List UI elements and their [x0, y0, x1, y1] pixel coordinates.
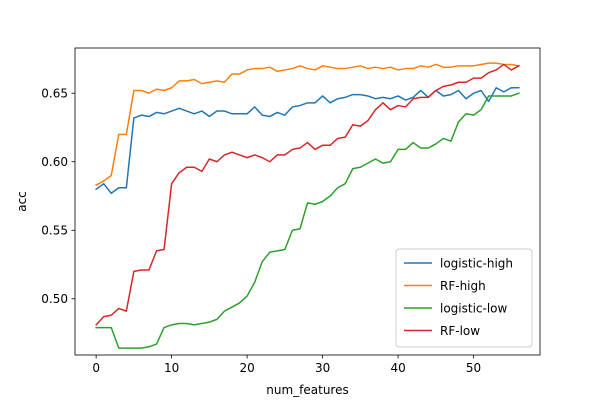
x-tick-label: 10 [164, 361, 179, 375]
series-line-logistic-low [95, 92, 520, 349]
y-axis-label: acc [15, 191, 29, 212]
x-tick-label: 30 [315, 361, 330, 375]
x-tick-label: 20 [239, 361, 254, 375]
y-tick-label: 0.60 [41, 155, 68, 169]
legend-label-logistic-high: logistic-high [440, 256, 513, 270]
x-tick-label: 0 [92, 361, 100, 375]
legend-box [395, 248, 533, 348]
legend-label-logistic-low: logistic-low [440, 301, 508, 315]
series-line-RF-high [95, 62, 520, 187]
x-axis-label: num_features [266, 383, 348, 397]
series-line-RF-low [95, 63, 520, 326]
x-axis-ticks: 0 10 20 30 40 50 [92, 355, 481, 375]
y-axis-ticks: 0.50 0.55 0.60 0.65 [41, 87, 75, 306]
y-tick-label: 0.65 [41, 87, 68, 101]
y-tick-label: 0.55 [41, 224, 68, 238]
legend: logistic-high RF-high logistic-low RF-low [395, 248, 533, 348]
legend-label-RF-low: RF-low [440, 324, 480, 338]
plot-frame [74, 47, 541, 356]
x-tick-label: 50 [466, 361, 481, 375]
series-line-logistic-high [95, 87, 520, 195]
x-tick-label: 40 [390, 361, 405, 375]
y-tick-label: 0.50 [41, 292, 68, 306]
legend-label-RF-high: RF-high [440, 279, 486, 293]
series-layer [95, 62, 520, 349]
